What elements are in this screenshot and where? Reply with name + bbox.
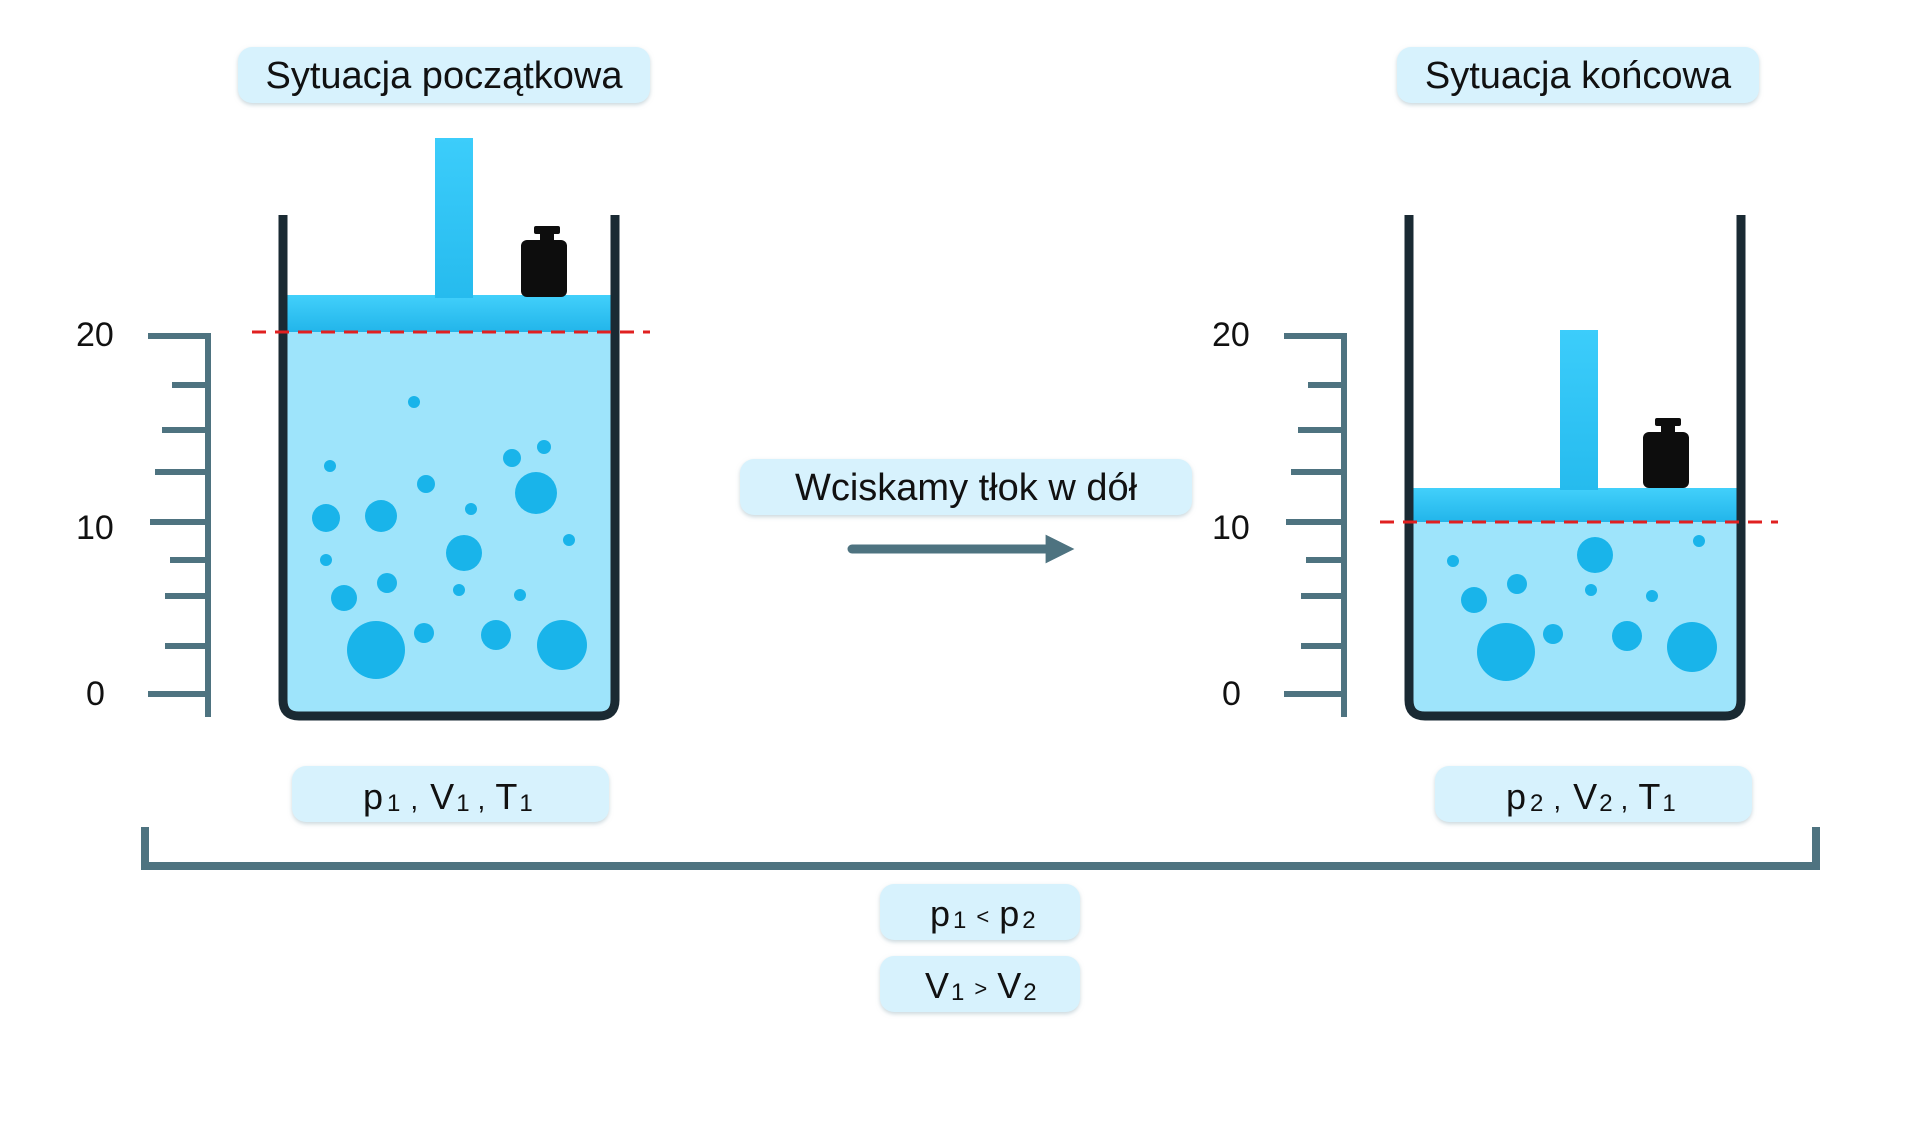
- final-volume-scale: [1284, 333, 1347, 717]
- comparison-bracket: [141, 827, 1820, 870]
- final-title: Sytuacja końcowa: [1425, 55, 1732, 97]
- initial-title: Sytuacja początkowa: [266, 55, 624, 97]
- initial-params-pill: [292, 766, 609, 822]
- final-gas: [1411, 522, 1741, 712]
- final-title-pill: [1397, 47, 1759, 103]
- volume-comparison: V1 > V2: [925, 965, 1037, 1006]
- initial-volume-scale: [148, 333, 211, 717]
- volume-comparison-pill: [880, 956, 1080, 1012]
- initial-params: p 1, V1, T1: [363, 776, 533, 817]
- initial-scale-label-10: 10: [76, 509, 114, 547]
- final-bubbles: [1447, 535, 1717, 681]
- final-scale-label-0: 0: [1222, 675, 1241, 713]
- initial-bubbles: [312, 396, 587, 679]
- action-label: Wciskamy tłok w dół: [795, 467, 1138, 509]
- final-piston: [1411, 488, 1741, 522]
- final-piston-rod: [1560, 330, 1598, 490]
- final-params-pill: [1435, 766, 1752, 822]
- pressure-comparison: p 1 < p 2: [930, 893, 1036, 934]
- final-weight-icon: [1643, 418, 1689, 488]
- initial-scale-label-0: 0: [86, 675, 105, 713]
- pressure-comparison-pill: [880, 884, 1080, 940]
- initial-scale-label-20: 20: [76, 316, 114, 354]
- initial-title-pill: [238, 47, 650, 103]
- final-scale-label-10: 10: [1212, 509, 1250, 547]
- final-scale-label-20: 20: [1212, 316, 1250, 354]
- initial-piston-rod: [435, 138, 473, 298]
- initial-piston: [284, 295, 614, 332]
- action-label-pill: [740, 459, 1192, 515]
- final-params: p 2, V2, T1: [1506, 776, 1676, 817]
- final-cylinder: [1404, 215, 1746, 721]
- initial-weight-icon: [521, 226, 567, 297]
